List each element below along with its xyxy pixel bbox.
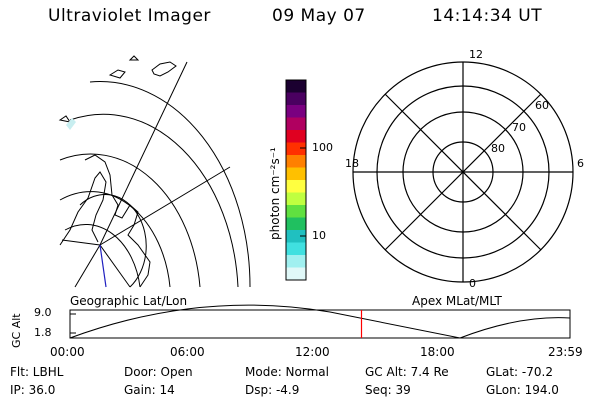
colorbar-segment bbox=[286, 205, 306, 218]
colorbar-segment bbox=[286, 267, 306, 281]
orbit-altitude-curve bbox=[69, 304, 571, 339]
colorbar-segment bbox=[286, 155, 306, 168]
colorbar bbox=[286, 80, 306, 281]
glon-value: GLon: 194.0 bbox=[486, 383, 559, 397]
gc-alt-value: GC Alt: 7.4 Re bbox=[365, 365, 449, 379]
geographic-map bbox=[58, 55, 251, 288]
colorbar-segment bbox=[286, 105, 306, 118]
geographic-caption: Geographic Lat/Lon bbox=[70, 294, 188, 308]
ip-value: IP: 36.0 bbox=[10, 383, 56, 397]
colorbar-segment bbox=[286, 180, 306, 193]
orbit-ytick-1.8: 1.8 bbox=[34, 326, 52, 339]
polar-grid bbox=[352, 61, 574, 283]
colorbar-frame bbox=[285, 79, 307, 281]
colorbar-segment bbox=[286, 80, 306, 93]
colorbar-segment bbox=[286, 117, 306, 131]
colorbar-segment bbox=[286, 167, 306, 181]
lat-label-60: 60 bbox=[535, 99, 549, 112]
aurora-blob bbox=[66, 118, 76, 130]
door-value: Door: Open bbox=[124, 365, 193, 379]
spacecraft-track bbox=[99, 244, 107, 288]
colorbar-segment bbox=[286, 230, 306, 243]
filter-value: Flt: LBHL bbox=[10, 365, 64, 379]
colorbar-segment bbox=[286, 242, 306, 256]
colorbar-unit-label: photon cm⁻²s⁻¹ bbox=[268, 147, 282, 240]
orbit-xtick-2359: 23:59 bbox=[548, 345, 583, 359]
colorbar-segment bbox=[286, 192, 306, 206]
lat-label-70: 70 bbox=[512, 121, 526, 134]
mlt-label-0: 0 bbox=[469, 277, 476, 290]
mlt-label-6: 6 bbox=[577, 157, 584, 170]
colorbar-tick-label-100: 100 bbox=[312, 141, 333, 154]
colorbar-segment bbox=[286, 92, 306, 106]
seq-value: Seq: 39 bbox=[365, 383, 411, 397]
lat-label-80: 80 bbox=[491, 142, 505, 155]
orbit-xtick-0600: 06:00 bbox=[170, 345, 205, 359]
colorbar-tick-label-10: 10 bbox=[312, 229, 326, 242]
instrument-title: Ultraviolet Imager bbox=[48, 6, 211, 26]
colorbar-segment bbox=[286, 255, 306, 268]
colorbar-segment bbox=[286, 142, 306, 156]
date-label: 09 May 07 bbox=[272, 6, 366, 26]
dsp-value: Dsp: -4.9 bbox=[245, 383, 300, 397]
time-label: 14:14:34 UT bbox=[432, 6, 543, 26]
orbit-ylabel: GC Alt bbox=[10, 313, 23, 348]
mlt-label-18: 18 bbox=[345, 157, 359, 170]
orbit-ytick-9: 9.0 bbox=[34, 306, 52, 319]
orbit-xtick-1200: 12:00 bbox=[295, 345, 330, 359]
orbit-plot-frame bbox=[69, 309, 571, 339]
mlt-label-12: 12 bbox=[469, 48, 483, 61]
colorbar-segment bbox=[286, 217, 306, 231]
glat-value: GLat: -70.2 bbox=[486, 365, 553, 379]
orbit-xtick-1800: 18:00 bbox=[420, 345, 455, 359]
orbit-xtick-0000: 00:00 bbox=[50, 345, 85, 359]
colorbar-segment bbox=[286, 130, 306, 143]
apex-caption: Apex MLat/MLT bbox=[412, 294, 502, 308]
gain-value: Gain: 14 bbox=[124, 383, 175, 397]
mode-value: Mode: Normal bbox=[245, 365, 329, 379]
